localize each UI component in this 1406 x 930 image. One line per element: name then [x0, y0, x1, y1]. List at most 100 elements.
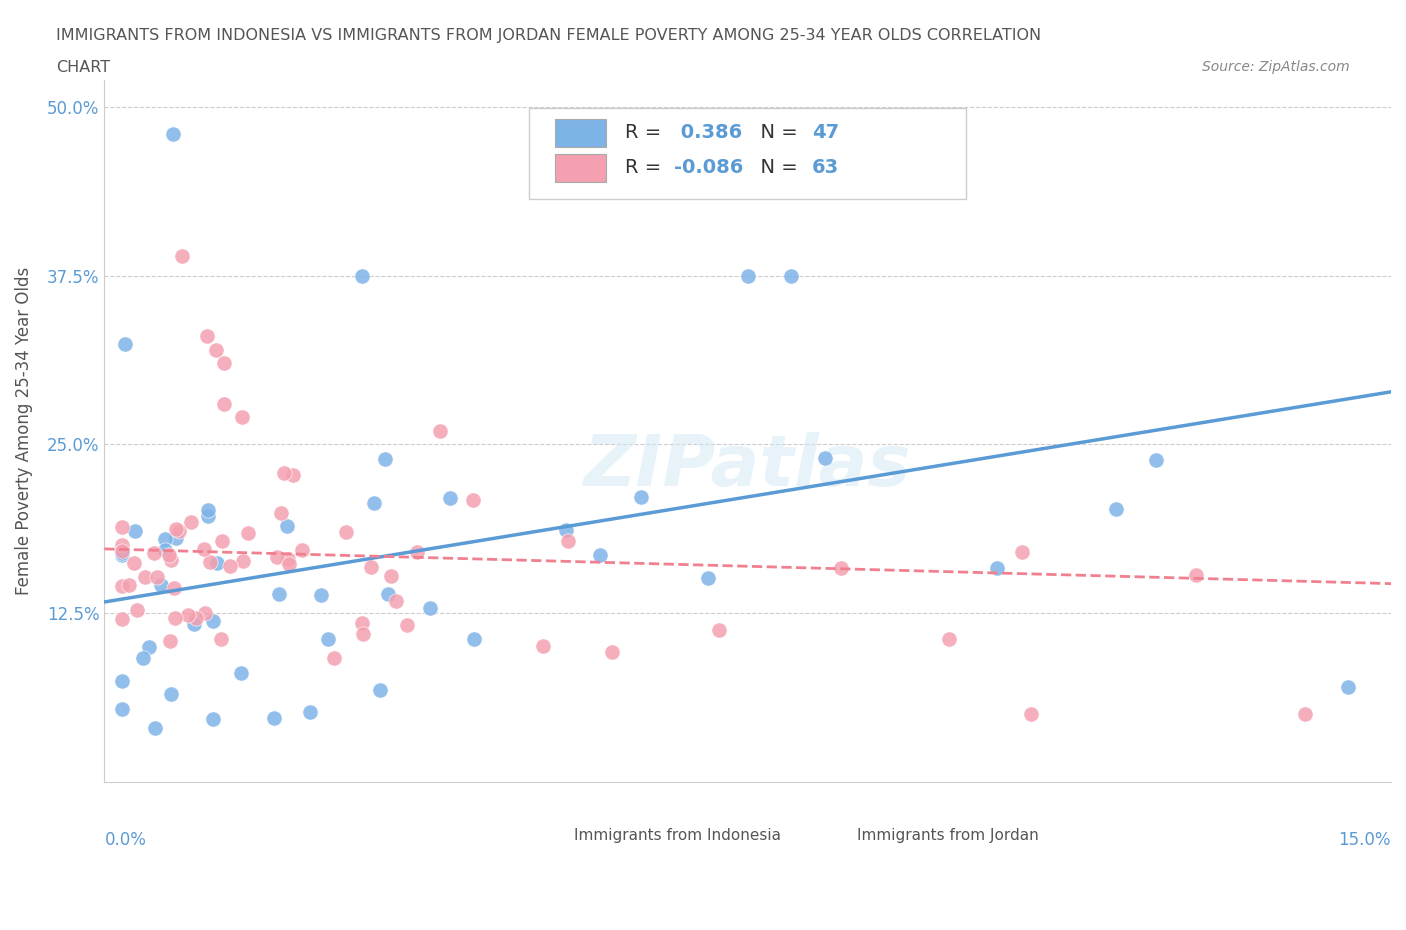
Point: [157, 548, 180, 563]
Point: [309, 588, 332, 603]
Point: [1019, 707, 1042, 722]
Text: N =: N =: [748, 124, 804, 142]
Point: [374, 452, 396, 467]
Point: [707, 623, 730, 638]
Text: R =: R =: [626, 158, 668, 178]
Text: 0.386: 0.386: [675, 124, 742, 142]
Point: [557, 534, 579, 549]
Point: [276, 519, 298, 534]
Point: [114, 337, 136, 352]
Point: [697, 570, 720, 585]
Point: [197, 502, 219, 517]
Point: [938, 631, 960, 646]
Point: [197, 509, 219, 524]
FancyBboxPatch shape: [529, 824, 568, 848]
Text: 15.0%: 15.0%: [1339, 830, 1391, 849]
Point: [142, 545, 165, 560]
Point: [429, 424, 451, 439]
Point: [124, 556, 146, 571]
Point: [110, 538, 132, 552]
Point: [110, 519, 132, 534]
Point: [143, 721, 166, 736]
Text: IMMIGRANTS FROM INDONESIA VS IMMIGRANTS FROM JORDAN FEMALE POVERTY AMONG 25-34 Y: IMMIGRANTS FROM INDONESIA VS IMMIGRANTS …: [56, 28, 1042, 43]
FancyBboxPatch shape: [529, 108, 966, 199]
Point: [316, 631, 339, 646]
Point: [814, 450, 837, 465]
Point: [360, 560, 382, 575]
Point: [110, 611, 132, 626]
Point: [193, 541, 215, 556]
Point: [163, 580, 186, 595]
Text: CHART: CHART: [56, 60, 110, 75]
Point: [298, 704, 321, 719]
Point: [278, 556, 301, 571]
Text: 47: 47: [813, 124, 839, 142]
Point: [209, 631, 232, 646]
Point: [127, 603, 149, 618]
Point: [146, 570, 169, 585]
Point: [153, 531, 176, 546]
Point: [124, 524, 146, 538]
Point: [273, 466, 295, 481]
Point: [110, 546, 132, 561]
Point: [263, 711, 285, 725]
Point: [159, 633, 181, 648]
Point: [195, 329, 218, 344]
Point: [170, 248, 193, 263]
Point: [165, 530, 187, 545]
Point: [323, 651, 346, 666]
Point: [1105, 501, 1128, 516]
Point: [377, 587, 399, 602]
Point: [463, 631, 485, 646]
Point: [419, 601, 441, 616]
Point: [205, 342, 228, 357]
Text: N =: N =: [748, 158, 804, 178]
Text: Immigrants from Jordan: Immigrants from Jordan: [858, 829, 1039, 844]
Point: [1294, 707, 1316, 722]
FancyBboxPatch shape: [555, 119, 606, 147]
Point: [183, 617, 205, 631]
Point: [352, 627, 374, 642]
Point: [110, 578, 132, 593]
Point: [160, 687, 183, 702]
Point: [110, 543, 132, 558]
Point: [986, 561, 1008, 576]
Point: [149, 578, 172, 592]
Point: [1144, 453, 1167, 468]
Point: [134, 570, 156, 585]
Point: [231, 410, 253, 425]
Point: [270, 505, 292, 520]
Point: [194, 605, 217, 620]
Point: [405, 545, 427, 560]
Text: R =: R =: [626, 124, 668, 142]
Point: [180, 514, 202, 529]
Point: [177, 607, 200, 622]
Point: [202, 711, 225, 726]
Y-axis label: Female Poverty Among 25-34 Year Olds: Female Poverty Among 25-34 Year Olds: [15, 267, 32, 595]
Point: [118, 578, 141, 592]
Point: [277, 552, 299, 567]
Point: [630, 489, 652, 504]
Point: [165, 522, 187, 537]
Point: [236, 525, 259, 540]
Text: -0.086: -0.086: [675, 158, 744, 178]
Point: [779, 269, 801, 284]
Point: [186, 611, 208, 626]
Point: [350, 269, 373, 284]
Point: [110, 674, 132, 689]
Point: [439, 490, 461, 505]
Point: [463, 493, 485, 508]
Point: [205, 556, 228, 571]
Point: [600, 644, 623, 659]
Point: [110, 701, 132, 716]
Point: [1337, 680, 1360, 695]
Point: [267, 586, 290, 601]
Point: [1185, 567, 1208, 582]
Point: [350, 616, 373, 631]
Point: [830, 561, 852, 576]
Point: [132, 650, 155, 665]
Point: [589, 547, 612, 562]
Point: [214, 396, 236, 411]
Point: [163, 610, 186, 625]
Point: [160, 552, 183, 567]
